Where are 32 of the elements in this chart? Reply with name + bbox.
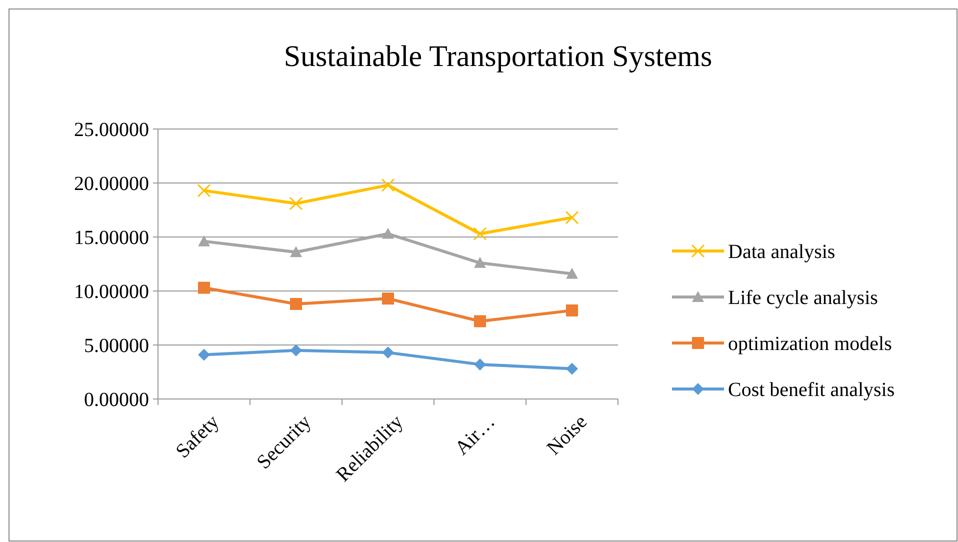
- point: [382, 228, 394, 239]
- y-tick-label: 20.00000: [74, 173, 149, 195]
- x-tick-label: Air…: [450, 410, 500, 460]
- point: [474, 256, 486, 268]
- point: [566, 268, 578, 279]
- point: [290, 246, 302, 258]
- point: [565, 210, 579, 224]
- point: [197, 184, 211, 198]
- y-tick-label: 0.00000: [84, 389, 149, 411]
- legend-label: Life cycle analysis: [728, 287, 878, 309]
- point: [198, 348, 210, 361]
- point: [198, 235, 210, 246]
- point: [289, 196, 303, 210]
- point: [474, 358, 486, 370]
- point: [566, 304, 578, 316]
- point: [474, 315, 486, 328]
- y-tick-label: 5.00000: [84, 335, 149, 357]
- point: [566, 362, 578, 375]
- point: [198, 282, 210, 294]
- point: [382, 346, 394, 359]
- point: [473, 227, 487, 241]
- point: [382, 292, 394, 305]
- y-tick-label: 15.00000: [74, 227, 149, 249]
- legend-label: optimization models: [728, 333, 892, 355]
- point: [290, 344, 302, 356]
- point: [381, 178, 395, 192]
- chart-title: Sustainable Transportation Systems: [284, 40, 712, 73]
- point: [290, 298, 302, 310]
- y-tick-label: 25.00000: [74, 119, 149, 141]
- y-tick-label: 10.00000: [74, 281, 149, 303]
- legend-label: Cost benefit analysis: [728, 379, 895, 401]
- legend-label: Data analysis: [728, 241, 836, 263]
